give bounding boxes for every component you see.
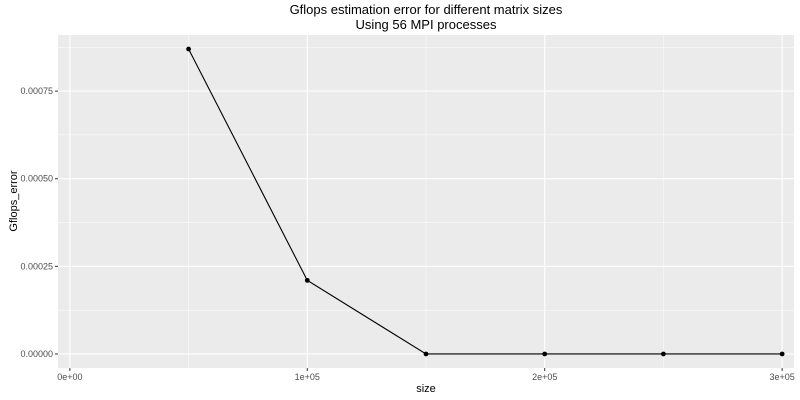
y-tick-label: 0.00075: [20, 86, 53, 96]
data-point: [304, 277, 310, 283]
data-point: [779, 351, 785, 357]
data-point: [661, 351, 666, 357]
y-tick-label: 0.00000: [20, 349, 53, 359]
x-tick-label: 2e+05: [532, 372, 557, 382]
series: [186, 46, 785, 357]
y-tick-label: 0.00025: [20, 261, 53, 271]
x-tick-label: 1e+05: [295, 372, 320, 382]
x-tick-label: 0e+00: [57, 372, 82, 382]
x-axis-label: size: [416, 383, 436, 395]
series-line: [188, 48, 783, 355]
y-axis-label: Gflops_error: [8, 170, 20, 231]
chart-title: Gflops estimation error for different ma…: [290, 2, 563, 17]
x-axis: 0e+00 1e+05 2e+05 3e+05: [57, 368, 795, 382]
data-point: [542, 351, 548, 357]
y-axis: 0.00000 0.00025 0.00050 0.00075: [20, 86, 58, 359]
x-tick-label: 3e+05: [769, 372, 794, 382]
data-point: [423, 351, 429, 357]
grid-minor: [58, 35, 794, 368]
data-point: [186, 46, 191, 52]
y-tick-label: 0.00050: [20, 174, 53, 184]
chart-subtitle: Using 56 MPI processes: [356, 17, 497, 32]
